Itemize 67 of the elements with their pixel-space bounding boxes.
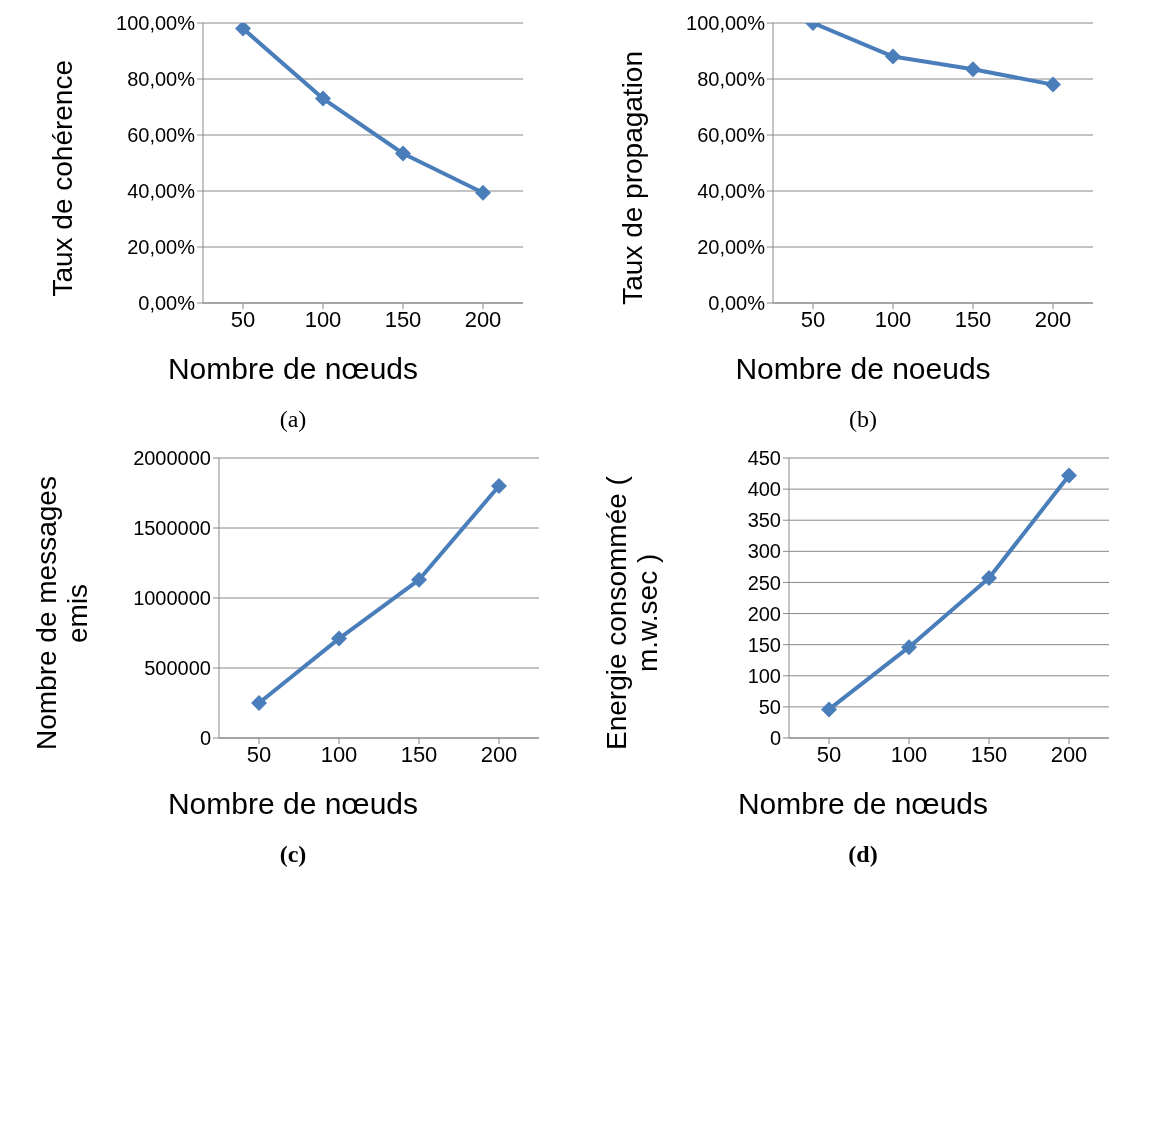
text: (a) (279, 406, 307, 433)
y-tick-label: 80,00% (697, 68, 766, 91)
y-tick-label: 100,00% (116, 12, 196, 35)
x-axis-title: Nombre de nœuds (167, 787, 419, 821)
x-tick-label: 150 (385, 306, 422, 332)
point (1060, 467, 1077, 484)
y-axis-title: Taux de cohérence (46, 59, 79, 297)
y-tick-label: 0 (199, 727, 211, 750)
y-tick-label: 150 (747, 633, 781, 656)
x-tick-label: 200 (1035, 306, 1072, 332)
x-tick-label: 100 (320, 741, 358, 767)
x-tick-label: 150 (955, 306, 992, 332)
y-tick-label: 60,00% (127, 124, 196, 147)
x-tick-label: 100 (875, 306, 912, 332)
y-tick-label: 0,00% (708, 292, 766, 315)
x-tick-label: 50 (246, 741, 272, 767)
x-tick-label: 50 (801, 306, 826, 332)
point (475, 184, 492, 201)
y-tick-label: 1500000 (132, 517, 211, 540)
y-tick-label: 2000000 (132, 447, 211, 470)
y-tick-label: 20,00% (127, 236, 196, 259)
point (250, 695, 267, 711)
y-tick-label: 300 (747, 540, 781, 563)
x-tick-label: 100 (890, 741, 928, 767)
point (980, 570, 997, 587)
y-tick-label: 450 (747, 447, 781, 470)
point (410, 571, 427, 588)
y-tick-label: 0 (769, 727, 781, 750)
y-tick-label: 50 (758, 695, 781, 718)
y-tick-label: 0,00% (138, 292, 196, 315)
y-tick-label: 80,00% (127, 68, 196, 91)
text: (c) (279, 841, 307, 868)
y-tick-label: 400 (747, 478, 781, 501)
y-tick-label: 100 (747, 664, 781, 687)
x-tick-label: 50 (816, 741, 842, 767)
y-tick-label: 60,00% (697, 124, 766, 147)
y-tick-label: 250 (747, 571, 781, 594)
point (490, 478, 507, 494)
y-tick-label: 100,00% (686, 12, 766, 35)
y-tick-label: 1000000 (132, 587, 211, 610)
x-tick-label: 100 (305, 306, 342, 332)
y-tick-label: 500000 (144, 657, 211, 680)
y-tick-label: 40,00% (697, 180, 766, 203)
text: (d) (848, 841, 878, 868)
point (820, 701, 837, 718)
y-tick-label: 350 (747, 509, 781, 532)
y-axis-title: Taux de propagation (616, 51, 649, 305)
x-axis-title: Nombre de noeuds (735, 352, 991, 386)
x-tick-label: 150 (400, 741, 438, 767)
x-tick-label: 200 (1050, 741, 1088, 767)
y-tick-label: 200 (747, 602, 781, 625)
x-tick-label: 50 (231, 306, 256, 332)
point (900, 639, 917, 656)
x-tick-label: 200 (465, 306, 502, 332)
text: (b) (849, 406, 877, 433)
point (395, 145, 412, 162)
y-axis-title: Nombre de messages emis (31, 475, 94, 752)
point (315, 90, 332, 107)
x-axis-title: Nombre de nœuds (737, 787, 989, 821)
x-tick-label: 200 (480, 741, 518, 767)
point (235, 23, 252, 37)
x-tick-label: 150 (970, 741, 1008, 767)
y-tick-label: 40,00% (127, 180, 196, 203)
x-axis-title: Nombre de nœuds (167, 352, 419, 386)
y-axis-title: Energie consommée ( m.w.sec ) (601, 475, 664, 752)
point (330, 630, 347, 647)
y-tick-label: 20,00% (697, 236, 766, 259)
